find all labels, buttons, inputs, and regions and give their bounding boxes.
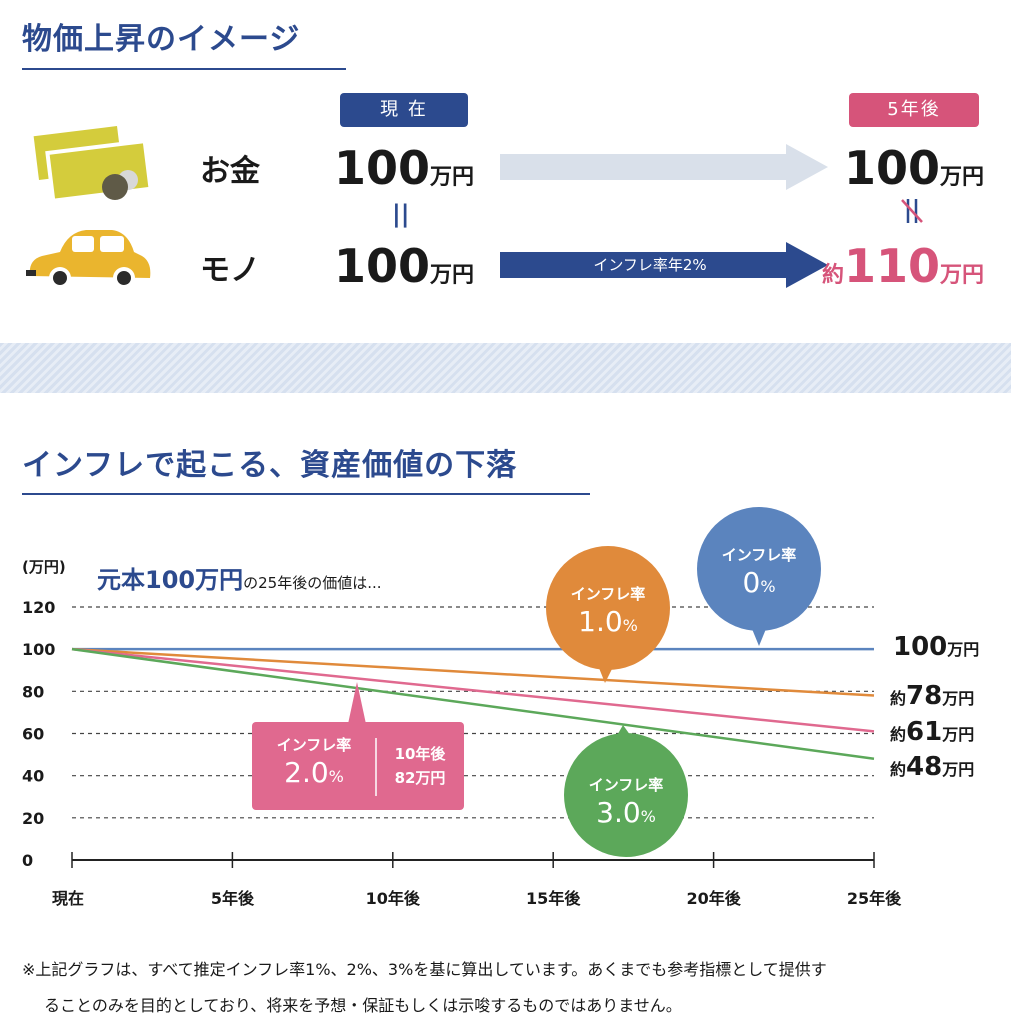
money-now-amount: 100万円 (334, 141, 475, 195)
arrow-label: インフレ率年2% (593, 256, 707, 274)
end-label-2pct: 約61万円 (890, 717, 975, 747)
car-icon (26, 230, 151, 289)
section2-title: インフレで起こる、資産価値の下落 (22, 448, 518, 483)
callout-0pct: インフレ率 0% (721, 546, 797, 599)
callout-1pct: インフレ率 1.0% (570, 585, 646, 638)
not-equal-icon (901, 199, 923, 223)
series-line-1 (71, 647, 875, 697)
y-tick-100: 100 (22, 640, 55, 659)
x-tick-label-0: 現在 (52, 889, 84, 908)
x-axis: 現在 5年後 10年後 15年後 20年後 25年後 (52, 852, 902, 908)
y-axis-ticks: 0 20 40 60 80 100 120 (22, 598, 55, 870)
chart-unit-label: (万円) (22, 558, 66, 576)
goods-now-amount: 100万円 (334, 239, 475, 293)
y-tick-80: 80 (22, 682, 44, 701)
callout-1pct-bubble (546, 546, 670, 683)
x-tick-label-4: 20年後 (686, 889, 741, 908)
y-tick-40: 40 (22, 767, 44, 786)
series-line-2 (71, 647, 875, 733)
callout-3pct: インフレ率 3.0% (588, 776, 664, 829)
section2-title-underline (22, 493, 590, 495)
badge-5-years-later: 5年後 (849, 93, 979, 127)
series-lines (71, 647, 875, 761)
y-tick-20: 20 (22, 809, 44, 828)
x-tick-label-3: 15年後 (526, 889, 581, 908)
callout-2pct: インフレ率 2.0% (276, 736, 352, 789)
arrow-light (500, 144, 828, 190)
x-tick-label-2: 10年後 (366, 889, 421, 908)
y-tick-0: 0 (22, 851, 33, 870)
money-future-amount: 100万円 (844, 141, 985, 195)
end-label-3pct: 約48万円 (890, 752, 975, 782)
callout-2pct-extra: 10年後 82万円 (394, 745, 446, 787)
divider-band (0, 343, 1011, 393)
callout-0pct-bubble (697, 507, 821, 646)
x-tick-label-5: 25年後 (847, 889, 902, 908)
y-tick-120: 120 (22, 598, 55, 617)
row-label-goods: モノ (200, 253, 260, 288)
row-label-money: お金 (200, 154, 260, 189)
badge-now: 現 在 (340, 93, 468, 127)
x-tick-label-1: 5年後 (211, 889, 255, 908)
end-label-0pct: 100万円 (893, 632, 980, 662)
footnote-line1: ※上記グラフは、すべて推定インフレ率1%、2%、3%を基に算出しています。あくま… (22, 960, 827, 979)
equal-sign: || (392, 200, 410, 228)
y-tick-60: 60 (22, 725, 44, 744)
end-label-1pct: 約78万円 (890, 681, 975, 711)
chart-subtitle: 元本100万円の25年後の価値は... (97, 566, 382, 594)
arrow-inflation (500, 242, 828, 288)
money-icon (33, 126, 153, 200)
callout-3pct-bubble (564, 725, 688, 857)
section1-title: 物価上昇のイメージ (22, 22, 301, 57)
callout-2pct-box (252, 682, 464, 810)
section1-title-underline (22, 68, 346, 70)
footnote-line2: ることのみを目的としており、将来を予想・保証もしくは示唆するものではありません。 (44, 996, 682, 1015)
series-line-3 (71, 647, 875, 761)
goods-future-amount: 約110万円 (822, 239, 985, 293)
